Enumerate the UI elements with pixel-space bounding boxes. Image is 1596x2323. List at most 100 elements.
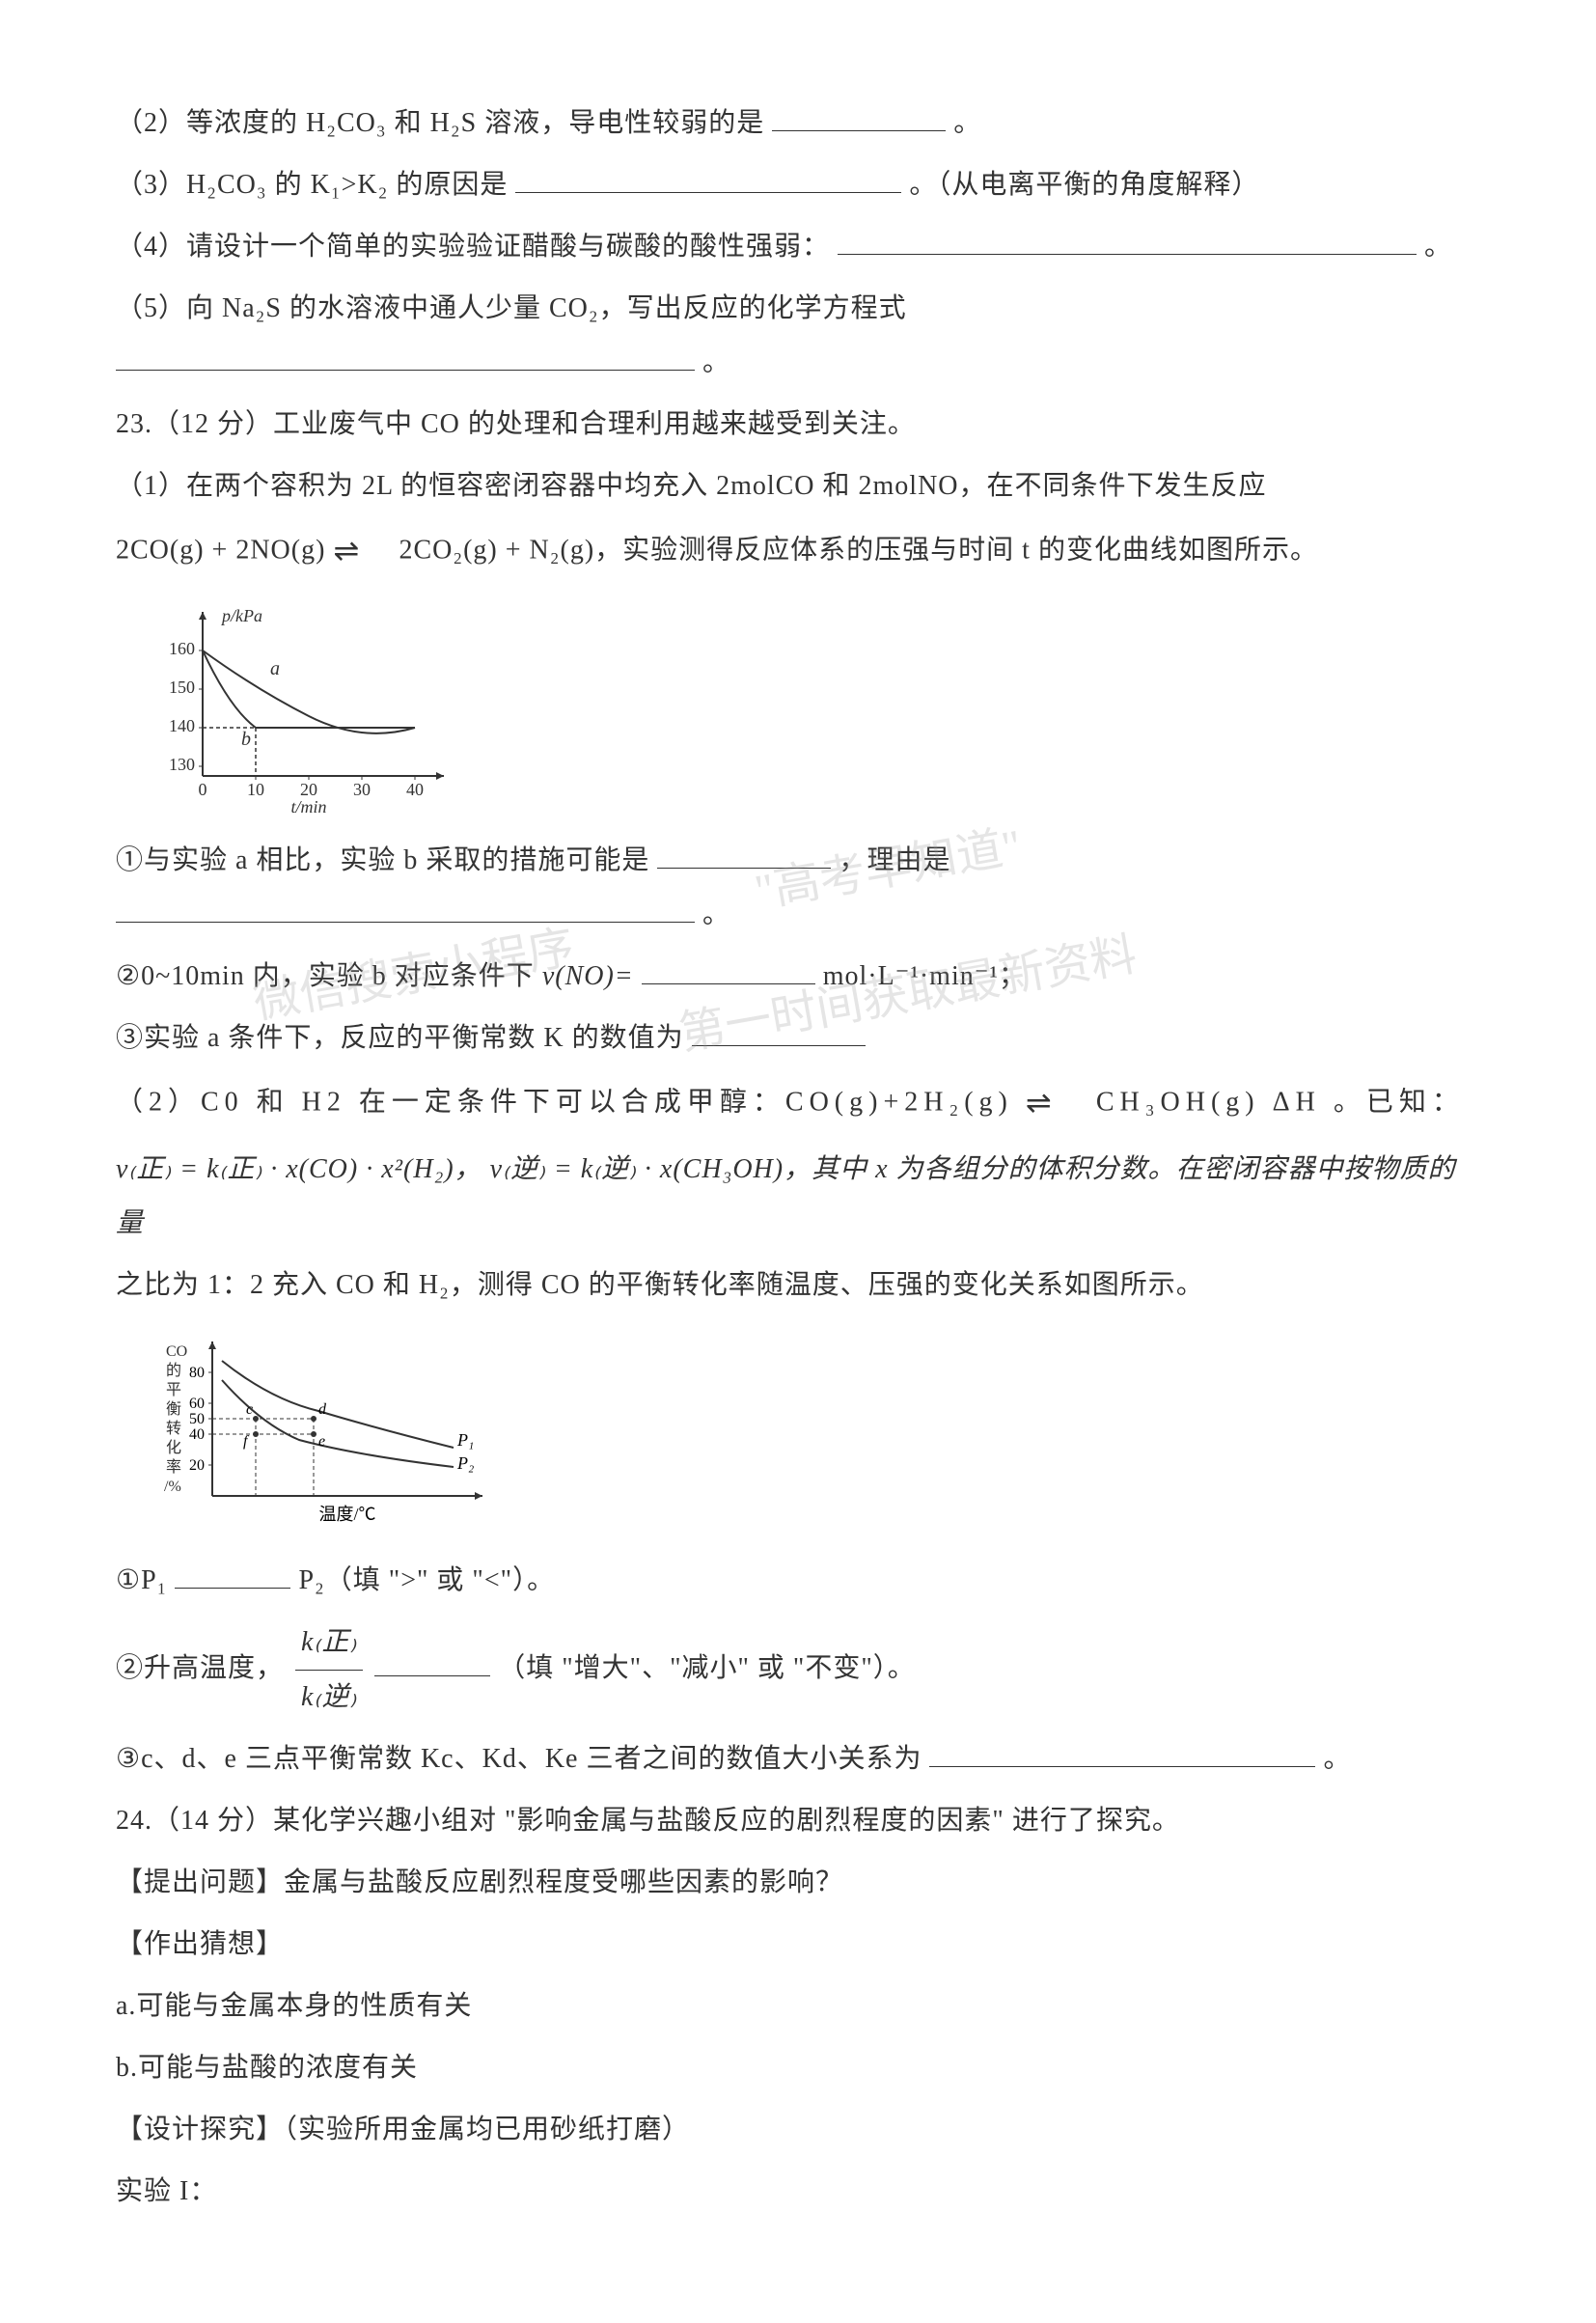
q23-s2-2: ②升高温度， k₍正₎ k₍逆₎ （填 "增大"、"减小" 或 "不变"）。 [116,1616,1480,1725]
text: （5）向 Na₂S 的水溶液中通人少量 CO₂，写出反应的化学方程式 [116,293,907,323]
q24-guess-a: a.可能与金属本身的性质有关 [116,1979,1480,2033]
text: （2）C0 和 H2 在一定条件下可以合成甲醇：CO(g)+2H₂(g) [116,1087,1013,1117]
q24-sec1: 【提出问题】金属与盐酸反应剧烈程度受哪些因素的影响？ [116,1856,1480,1910]
equilibrium-arrow-icon [333,521,391,583]
q23-header: 23.（12 分）工业废气中 CO 的处理和合理利用越来越受到关注。 [116,398,1480,452]
ytick: 80 [189,1365,205,1381]
blank-q22-2[interactable] [772,97,946,131]
q22-part3: （3）H₂CO₃ 的 K₁>K₂ 的原因是 。（从电离平衡的角度解释） [116,158,1480,212]
text: v(NO)= [542,961,634,991]
q23-rate-line2: 之比为 1：2 充入 CO 和 H₂，测得 CO 的平衡转化率随温度、压强的变化… [116,1258,1480,1313]
chart2-svg: CO 的 平 衡 转 化 率 /% 20 40 50 60 80 温度/℃ P₁ [154,1332,502,1535]
ytick: 160 [169,639,195,658]
ylabel: p/kPa [220,606,262,625]
xtick: 10 [247,780,264,799]
text: ①与实验 a 相比，实验 b 采取的措施可能是 [116,845,649,875]
yl: 衡 [166,1400,181,1418]
ytick: 140 [169,716,195,735]
q22-part2: （2）等浓度的 H₂CO₃ 和 H₂S 溶液，导电性较弱的是 。 [116,97,1480,151]
text: ①P₁ [116,1565,167,1595]
q23-s2-1: ①P₁ P₂（填 ">" 或 "<"）。 [116,1554,1480,1608]
xtick: 0 [199,780,207,799]
xlabel: t/min [290,797,326,815]
text: 。 [953,108,981,138]
blank-q23-s2[interactable] [642,951,815,984]
equilibrium-arrow-icon [1026,1073,1084,1135]
xtick: 20 [300,780,317,799]
blank-q23-s1a[interactable] [657,835,831,869]
blank-q23-s1b[interactable] [116,889,695,923]
text: ②升高温度， [116,1653,284,1683]
q22-part4: （4）请设计一个简单的实验验证醋酸与碳酸的酸性强弱： 。 [116,220,1480,274]
xlabel: 温度/℃ [318,1505,375,1524]
text: （2）等浓度的 H₂CO₃ 和 H₂S 溶液，导电性较弱的是 [116,108,764,138]
chart-pressure-time: 160 150 140 130 0 10 20 30 40 p/kPa t/mi… [154,602,1480,815]
q23-s2: ②0~10min 内，实验 b 对应条件下 v(NO)= mol·L⁻¹·min… [116,950,1480,1004]
q22-part5: （5）向 Na₂S 的水溶液中通人少量 CO₂，写出反应的化学方程式 。 [116,282,1480,390]
label-f: f [243,1433,250,1450]
chart-conversion-temp: CO 的 平 衡 转 化 率 /% 20 40 50 60 80 温度/℃ P₁ [154,1332,1480,1535]
q24-exp1: 实验 I： [116,2165,1480,2219]
rate-forward: v₍正₎ = k₍正₎ · x(CO) · x²(H₂)， [116,1154,482,1184]
q23-p1: （1）在两个容积为 2L 的恒容密闭容器中均充入 2molCO 和 2molNO… [116,459,1480,513]
ytick: 50 [189,1411,205,1427]
ytick: 150 [169,678,195,697]
text: （填 "增大"、"减小" 或 "不变"）。 [498,1653,916,1683]
xtick: 30 [353,780,371,799]
q23-s1: ①与实验 a 相比，实验 b 采取的措施可能是 ，理由是 。 [116,834,1480,942]
frac-num: k₍正₎ [295,1616,363,1671]
q23-s2-3: ③c、d、e 三点平衡常数 Kc、Kd、Ke 三者之间的数值大小关系为 。 [116,1732,1480,1786]
text: （3）H₂CO₃ 的 K₁>K₂ 的原因是 [116,170,508,200]
chart1-svg: 160 150 140 130 0 10 20 30 40 p/kPa t/mi… [154,602,463,815]
yl: CO [166,1343,187,1360]
text: ，理由是 [839,845,950,875]
q24-sec2: 【作出猜想】 [116,1918,1480,1972]
label-c: c [246,1401,253,1418]
blank-p1p2[interactable] [175,1555,290,1589]
text: ②0~10min 内，实验 b 对应条件下 [116,961,542,991]
curve-p2 [222,1380,454,1467]
label-a: a [270,658,280,679]
text: 。 [1323,1744,1351,1774]
q23-s3: ③实验 a 条件下，反应的平衡常数 K 的数值为 [116,1011,1480,1065]
q23-p2a: （2）C0 和 H2 在一定条件下可以合成甲醇：CO(g)+2H₂(g) CH₃… [116,1073,1480,1135]
label-e: e [318,1433,325,1450]
text: 。 [702,899,730,929]
text: P₂（填 ">" 或 "<"）。 [298,1565,555,1595]
label-d: d [318,1401,327,1418]
blank-kratio[interactable] [374,1643,490,1676]
q23-rate-eq: v₍正₎ = k₍正₎ · x(CO) · x²(H₂)， v₍逆₎ = k₍逆… [116,1143,1480,1251]
text: （4）请设计一个简单的实验验证醋酸与碳酸的酸性强弱： [116,232,830,262]
yl: 平 [166,1382,181,1398]
text: 。 [702,347,730,377]
fraction-k: k₍正₎ k₍逆₎ [295,1616,363,1725]
label-b: b [241,729,251,750]
eq-right: 2CO₂(g) + N₂(g)，实验测得反应体系的压强与时间 t 的变化曲线如图… [399,535,1318,565]
exam-page: （2）等浓度的 H₂CO₃ 和 H₂S 溶液，导电性较弱的是 。 （3）H₂CO… [0,0,1596,2323]
text: mol·L⁻¹·min⁻¹； [823,961,1027,991]
yl: /% [164,1479,181,1495]
text: CH₃OH(g) ΔH 。已知： [1096,1087,1465,1117]
text: 。 [1424,232,1452,262]
blank-q23-s3[interactable] [692,1012,866,1046]
ytick: 20 [189,1457,205,1474]
curve-a [203,650,415,733]
label-p2: P₂ [456,1453,474,1473]
blank-q22-5[interactable] [116,337,695,371]
blank-q22-3[interactable] [515,159,901,193]
blank-q22-4[interactable] [838,221,1417,255]
yl: 率 [166,1458,181,1476]
xtick: 40 [406,780,424,799]
yl: 的 [166,1362,181,1379]
q24-guess-b: b.可能与盐酸的浓度有关 [116,2041,1480,2095]
q24-header: 24.（14 分）某化学兴趣小组对 "影响金属与盐酸反应的剧烈程度的因素" 进行… [116,1794,1480,1848]
q23-eq1: 2CO(g) + 2NO(g) 2CO₂(g) + N₂(g)，实验测得反应体系… [116,521,1480,583]
ytick: 130 [169,755,195,774]
blank-kcde[interactable] [929,1733,1315,1767]
text: ③实验 a 条件下，反应的平衡常数 K 的数值为 [116,1023,684,1053]
label-p1: P₁ [456,1430,474,1450]
text: 。（从电离平衡的角度解释） [909,170,1259,200]
text: ③c、d、e 三点平衡常数 Kc、Kd、Ke 三者之间的数值大小关系为 [116,1744,922,1774]
yl: 化 [166,1439,181,1456]
eq-left: 2CO(g) + 2NO(g) [116,535,325,565]
